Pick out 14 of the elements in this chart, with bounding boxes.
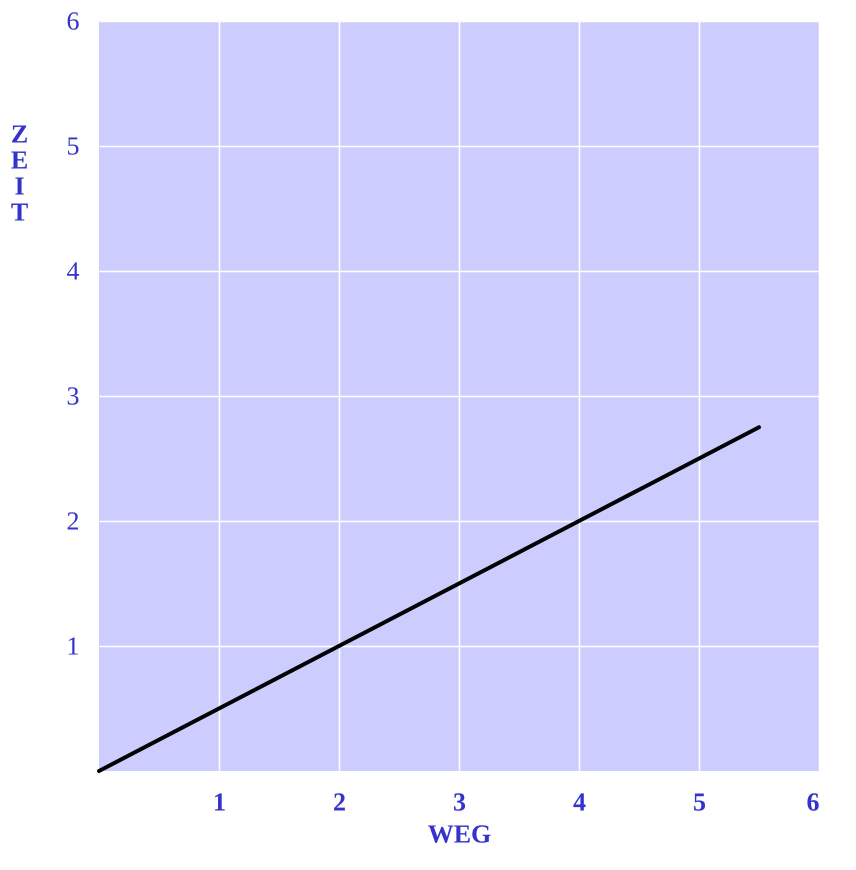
y-tick-label: 1	[66, 632, 80, 660]
x-axis-title: WEG	[428, 820, 492, 848]
y-tick-label: 3	[66, 382, 80, 410]
x-tick-label: 5	[693, 788, 706, 816]
x-tick-label: 6	[806, 788, 820, 816]
y-tick-label: 6	[66, 6, 80, 36]
y-tick-label: 4	[66, 256, 80, 286]
y-tick-label: 2	[66, 506, 80, 536]
x-tick-label: 4	[573, 788, 586, 816]
y-tick-label: 5	[66, 132, 80, 160]
x-tick-label: 3	[453, 788, 466, 816]
x-tick-label: 1	[213, 788, 226, 816]
y-axis-title: ZEIT	[10, 120, 28, 226]
x-tick-label: 2	[333, 788, 346, 816]
